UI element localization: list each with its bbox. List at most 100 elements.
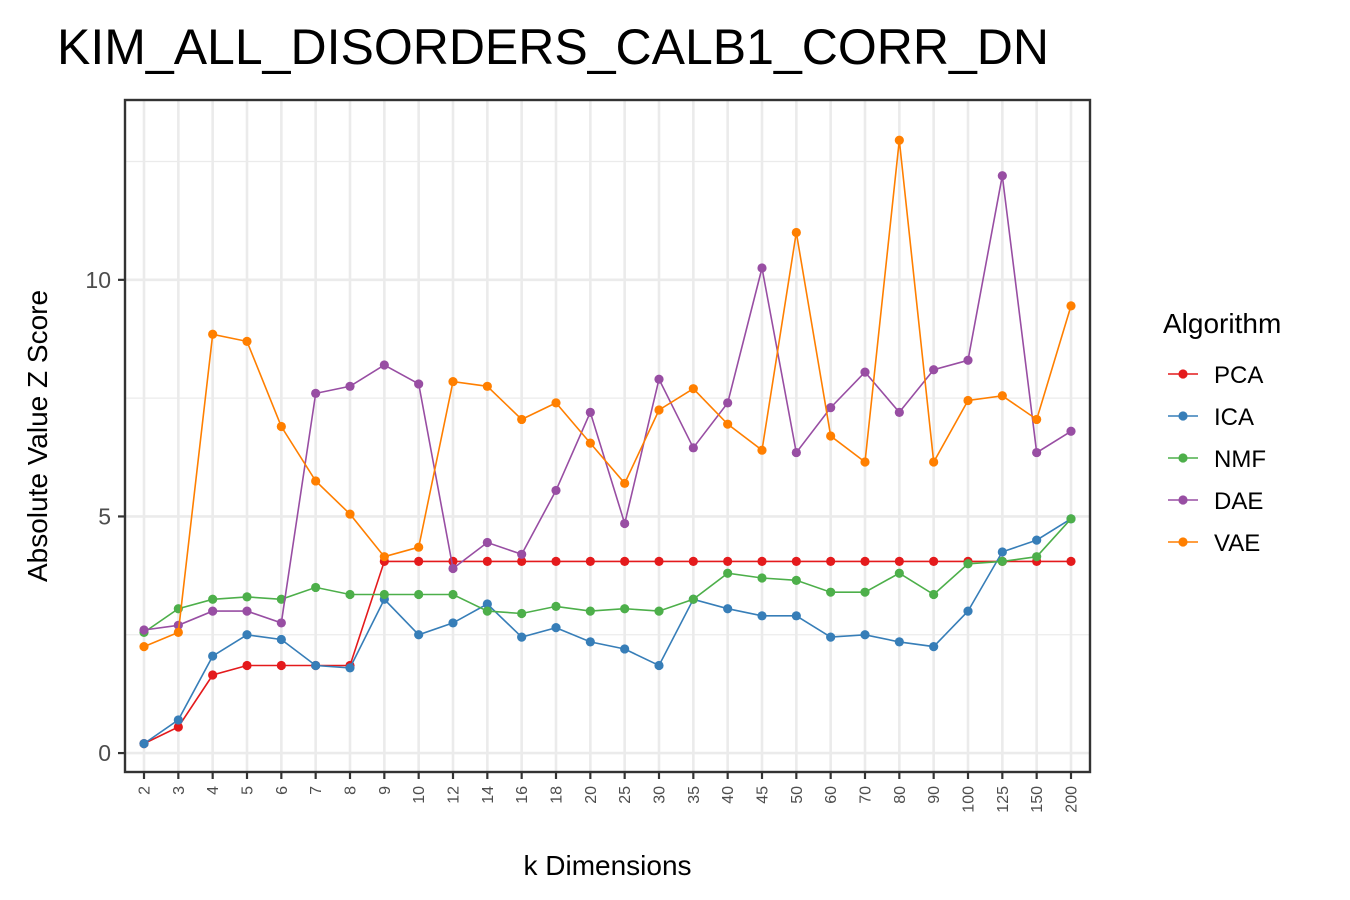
data-point-ica [860,630,870,640]
data-point-vae [997,391,1007,401]
data-point-dae [791,447,801,458]
data-point-nmf [551,601,561,611]
data-point-vae [860,457,870,467]
data-point-pca [894,556,904,567]
legend-key-point [1178,369,1188,379]
data-point-pca [551,556,561,567]
data-point-vae [448,376,458,387]
data-point-nmf [208,594,218,604]
data-point-vae [482,381,492,391]
data-point-vae [894,135,904,145]
data-point-ica [757,611,767,621]
data-point-ica [414,630,424,640]
series-ica [139,514,1076,749]
data-point-ica [654,660,664,671]
series-dae [139,171,1076,635]
legend-key-point [1178,453,1188,463]
x-tick-label: 4 [205,786,222,795]
data-point-nmf [482,606,492,616]
data-point-dae [757,263,767,273]
x-tick-label: 90 [926,786,943,804]
x-tick-label: 70 [858,786,875,804]
data-point-nmf [1032,552,1042,562]
x-tick-label: 10 [411,786,428,804]
data-point-ica [551,623,561,633]
data-point-ica [276,634,286,645]
x-tick-label: 18 [549,786,566,804]
legend: Algorithm PCA ICA NMF DAE VAE [1163,308,1281,557]
series-vae [139,135,1076,652]
data-point-nmf [757,573,767,583]
data-point-dae [139,625,149,635]
data-point-pca [1066,556,1076,567]
x-tick-label: 14 [480,786,497,804]
legend-label: PCA [1214,362,1263,389]
x-tick-label: 2 [137,786,154,795]
legend-label: ICA [1214,404,1254,431]
data-point-pca [757,556,767,567]
data-point-nmf [414,589,424,600]
data-point-nmf [997,556,1007,567]
data-point-vae [1066,301,1076,311]
x-tick-label: 80 [892,786,909,804]
data-point-nmf [894,568,904,578]
data-point-nmf [517,608,527,619]
data-point-nmf [723,568,733,578]
legend-item-pca: PCA [1168,362,1263,389]
x-tick-label: 5 [240,786,257,795]
data-point-pca [929,556,939,567]
data-point-ica [791,611,801,621]
data-point-ica [139,739,149,749]
data-point-nmf [242,592,252,602]
data-point-vae [276,421,286,432]
legend-label: VAE [1214,530,1260,557]
data-point-dae [860,367,870,377]
data-point-nmf [688,594,698,604]
x-tick-label: 20 [583,786,600,804]
data-point-vae [585,438,595,448]
legend-key-point [1178,495,1188,505]
data-point-ica [894,637,904,647]
data-point-ica [173,715,183,725]
data-point-ica [620,644,630,654]
series-line-pca [143,560,1071,745]
data-point-vae [139,641,149,652]
data-point-vae [173,627,183,637]
series-nmf [139,514,1076,637]
data-point-vae [688,384,698,394]
series-line-nmf [143,518,1072,634]
data-point-ica [448,618,458,628]
data-point-ica [242,630,252,640]
data-point-nmf [791,575,801,585]
x-tick-label: 9 [377,786,394,795]
data-point-dae [414,379,424,389]
data-point-dae [208,606,218,616]
data-point-ica [929,641,939,652]
data-point-dae [379,360,389,370]
data-point-ica [345,663,355,673]
x-tick-label: 200 [1064,786,1081,813]
x-tick-label: 125 [995,786,1012,813]
data-point-dae [345,381,355,391]
x-axis-title: k Dimensions [523,850,691,881]
data-point-pca [791,556,801,567]
data-point-ica [723,604,733,614]
y-tick-label: 0 [98,740,111,766]
data-point-vae [791,227,801,238]
data-point-pca [482,556,492,567]
x-tick-label: 25 [617,786,634,804]
data-point-pca [276,660,286,671]
data-point-vae [414,542,424,552]
data-point-dae [551,485,561,496]
data-point-nmf [311,582,321,593]
data-point-ica [482,599,492,609]
data-point-ica [997,547,1007,557]
data-point-nmf [448,589,458,600]
data-point-pca [654,556,664,567]
x-tick-label: 7 [308,786,325,795]
data-point-vae [208,329,218,339]
data-point-dae [517,549,527,559]
legend-item-dae: DAE [1168,488,1263,515]
data-point-ica [585,637,595,647]
data-point-nmf [963,559,973,569]
